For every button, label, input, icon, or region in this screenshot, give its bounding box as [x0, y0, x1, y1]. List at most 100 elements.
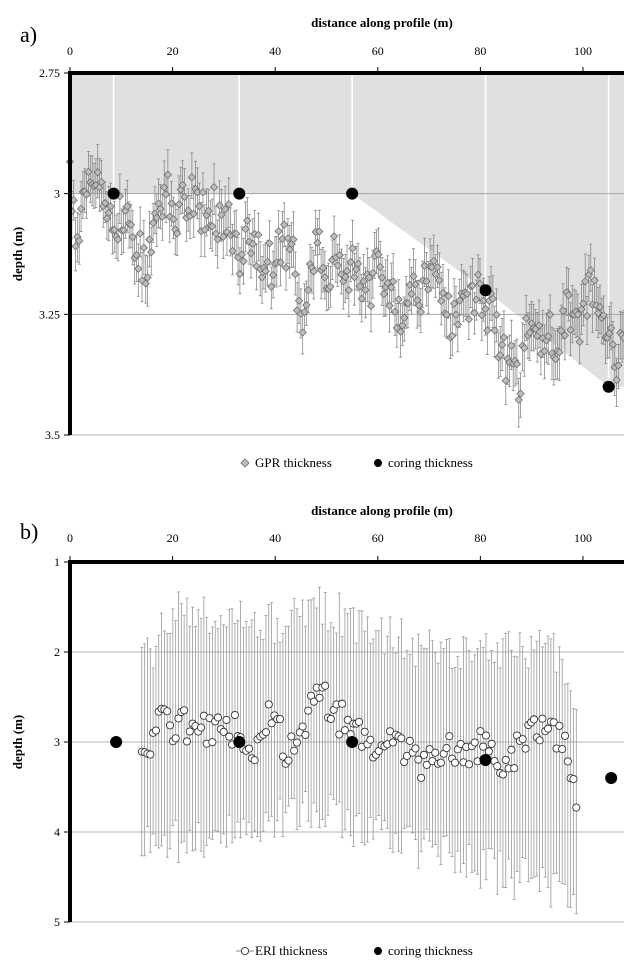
eri-point — [388, 738, 397, 747]
gpr-point — [309, 267, 318, 276]
eri-point — [366, 735, 375, 744]
gpr-point — [475, 279, 485, 288]
coring-point — [346, 736, 359, 748]
gpr-point — [274, 227, 283, 236]
gpr-point — [333, 261, 342, 270]
gpr-point — [437, 296, 446, 306]
gpr-point — [479, 296, 488, 305]
legend-label-coring: coring thickness — [388, 943, 473, 958]
gpr-point — [246, 248, 256, 258]
gpr-point — [348, 244, 357, 253]
gpr-point — [110, 225, 119, 235]
gpr-point — [123, 202, 132, 211]
panel-b-label: b) — [20, 519, 38, 544]
eri-point — [518, 735, 527, 744]
gpr-point — [619, 333, 624, 343]
eri-point — [355, 717, 364, 726]
gpr-point — [235, 269, 245, 279]
gpr-point — [76, 204, 86, 213]
eri-point — [450, 758, 460, 767]
data-points — [65, 157, 624, 405]
gpr-point — [320, 273, 330, 282]
gpr-point — [488, 294, 498, 303]
eri-point — [442, 744, 451, 753]
gpr-point — [329, 232, 339, 241]
eri-point — [298, 722, 307, 731]
gpr-point — [217, 210, 226, 220]
gpr-point — [499, 333, 509, 342]
eri-point — [163, 707, 172, 716]
gpr-point — [289, 235, 298, 244]
gpr-point — [294, 296, 304, 305]
gpr-point — [178, 180, 187, 190]
gpr-point — [435, 276, 444, 285]
gpr-point — [520, 343, 529, 353]
gpr-point — [534, 321, 544, 330]
gpr-point — [160, 183, 169, 192]
gpr-point — [145, 235, 154, 244]
gpr-point — [106, 202, 115, 211]
gpr-point — [366, 301, 376, 311]
gpr-point — [82, 190, 91, 199]
y-tick-label: 5 — [54, 915, 60, 929]
gpr-point — [385, 301, 394, 310]
eri-point — [250, 756, 259, 765]
eri-point — [222, 715, 231, 724]
gpr-point — [346, 257, 355, 267]
gpr-point — [512, 359, 522, 369]
gpr-point — [560, 331, 570, 340]
x-tick-label: 100 — [574, 531, 592, 545]
gpr-point — [442, 310, 451, 319]
eri-point — [507, 745, 516, 754]
coring-point — [346, 187, 359, 200]
gpr-point — [507, 341, 516, 350]
gpr-point — [431, 270, 440, 279]
gpr-point — [438, 288, 448, 298]
gpr-point — [326, 282, 335, 291]
eri-point — [431, 748, 440, 757]
gpr-point — [427, 263, 437, 272]
gpr-point — [200, 225, 209, 234]
gpr-point — [71, 242, 80, 251]
coring-point — [479, 754, 492, 766]
eri-point — [304, 706, 313, 715]
eri-point — [555, 721, 564, 730]
gpr-point — [318, 263, 328, 272]
gpr-point — [390, 307, 400, 316]
gpr-point — [577, 305, 586, 314]
legend-label-coring: coring thickness — [388, 455, 473, 470]
gpr-point — [586, 266, 595, 275]
gpr-point — [472, 295, 481, 304]
gpr-point — [241, 224, 250, 234]
gpr-point — [424, 285, 433, 294]
x-tick-label: 20 — [167, 531, 179, 545]
gpr-point — [136, 229, 145, 238]
gpr-point — [481, 304, 490, 314]
gpr-point — [612, 375, 621, 385]
coring-point — [479, 284, 492, 297]
gpr-point — [396, 327, 405, 336]
coring-point — [233, 736, 246, 748]
gpr-point — [228, 246, 237, 256]
gpr-point — [501, 376, 510, 385]
eri-point — [165, 721, 175, 730]
gpr-point — [337, 270, 346, 279]
y-axis-title: depth (m) — [10, 715, 25, 770]
gpr-point — [219, 232, 228, 241]
eri-point — [335, 730, 344, 739]
gpr-point — [315, 227, 324, 236]
gpr-point — [606, 323, 616, 333]
gpr-point — [265, 239, 274, 248]
gpr-point — [141, 279, 150, 288]
gpr-point — [174, 200, 184, 209]
gpr-point — [195, 202, 204, 211]
gpr-point — [359, 277, 368, 286]
gpr-point — [163, 170, 173, 179]
gpr-point — [544, 332, 553, 341]
eri-point — [558, 745, 567, 754]
legend: GPR thickness coring thickness — [240, 455, 473, 470]
gpr-point — [215, 201, 224, 210]
gpr-point — [213, 235, 222, 244]
gpr-point — [180, 192, 189, 201]
gpr-point — [462, 289, 472, 298]
